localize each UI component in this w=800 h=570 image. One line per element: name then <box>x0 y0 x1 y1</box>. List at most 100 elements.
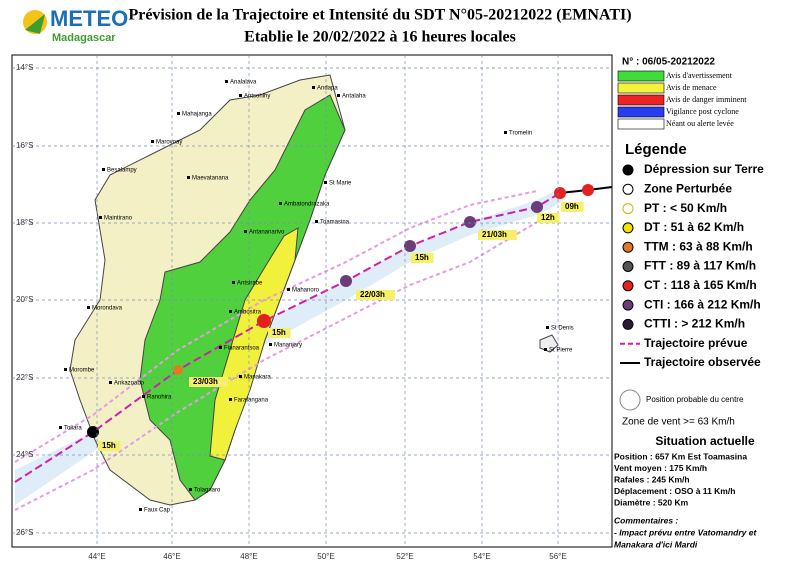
place-marker <box>142 395 145 398</box>
lon-label: 46°E <box>163 552 180 561</box>
legend-title: Légende <box>625 141 687 158</box>
centre-label: Position probable du centre <box>646 395 744 404</box>
track-label: 15h <box>272 328 286 337</box>
track-label: 23/03h <box>193 377 218 386</box>
warning-swatch <box>617 70 665 82</box>
place-marker <box>504 131 507 134</box>
place-marker <box>315 220 318 223</box>
place-label: Farafangana <box>234 398 269 404</box>
track-label-bg <box>268 328 291 338</box>
storm-symbol <box>87 426 99 438</box>
track-label: 21/03h <box>482 230 507 239</box>
lon-label: 50°E <box>317 552 334 561</box>
lon-label: 52°E <box>396 552 413 561</box>
place-label: Antsirabe <box>237 281 263 287</box>
place-label: Ambositra <box>234 310 262 316</box>
situation-line: Position : 657 Km Est Toamasina <box>614 451 747 461</box>
storm-symbol <box>340 275 352 287</box>
place-label: Besalampy <box>107 168 137 174</box>
lat-label: 22°S <box>16 373 33 382</box>
place-label: Manakara <box>244 375 271 381</box>
legend-symbol <box>622 241 634 253</box>
warning-label: Vigilance post cyclone <box>666 107 739 116</box>
place-marker <box>229 398 232 401</box>
legend-label: Zone Perturbée <box>644 181 732 195</box>
place-label: Analalava <box>230 80 257 86</box>
place-label: St Pierre <box>549 348 573 354</box>
place-label: Antananarivo <box>249 230 285 236</box>
warning-label: Avis de danger imminent <box>666 95 747 104</box>
place-label: St Marie <box>329 181 352 187</box>
place-marker <box>177 112 180 115</box>
place-marker <box>279 202 282 205</box>
track-label: 22/03h <box>360 290 385 299</box>
place-label: Ambatondrazaka <box>284 202 330 208</box>
place-marker <box>544 348 547 351</box>
place-marker <box>189 488 192 491</box>
situation-title: Situation actuelle <box>655 434 755 448</box>
place-label: Morombe <box>69 368 95 374</box>
legend-label: FTT : 89 à 117 Km/h <box>644 259 756 273</box>
place-marker <box>232 281 235 284</box>
legend-label: TTM : 63 à 88 Km/h <box>644 239 753 253</box>
track-label-bg <box>356 290 395 300</box>
reunion <box>539 334 559 353</box>
legend-symbol <box>622 299 634 311</box>
legend-label: Trajectoire prévue <box>644 336 748 350</box>
comment-line: - Impact prévu entre Vatomandry et <box>614 527 758 537</box>
legend-symbol <box>622 183 634 195</box>
legend-symbol <box>622 203 634 215</box>
place-marker <box>64 368 67 371</box>
place-marker <box>324 181 327 184</box>
legend-label: CTTI : > 212 Km/h <box>644 317 745 331</box>
place-label: Tolagnaro <box>194 488 221 494</box>
place-marker <box>109 381 112 384</box>
place-label: Andapa <box>317 86 338 92</box>
legend-label: CT : 118 à 165 Km/h <box>644 278 757 292</box>
legend-symbol <box>622 261 634 272</box>
legend-label: DT : 51 à 62 Km/h <box>644 220 744 234</box>
place-marker <box>139 508 142 511</box>
place-label: St Denis <box>551 326 574 332</box>
legend-label: CTI : 166 à 212 Km/h <box>644 297 761 311</box>
subtitle: Etablie le 20/02/2022 à 16 heures locale… <box>244 29 516 46</box>
legend-label: Trajectoire observée <box>644 355 761 369</box>
legend-symbol <box>622 318 634 330</box>
place-label: Tromelin <box>509 131 532 137</box>
lat-label: 24°S <box>16 450 33 459</box>
place-label: Mahajanga <box>182 112 212 118</box>
place-label: Antalaha <box>342 94 366 100</box>
place-label: Toliara <box>64 426 82 432</box>
lon-label: 44°E <box>88 552 105 561</box>
storm-symbol <box>173 365 183 375</box>
place-label: Toamasina <box>320 220 350 226</box>
legend-label: PT : < 50 Km/h <box>644 201 727 215</box>
legend-symbol <box>622 222 634 234</box>
warning-swatch <box>617 94 665 106</box>
lon-label: 56°E <box>549 552 566 561</box>
logo-mark <box>23 10 47 34</box>
cone-edge <box>14 221 538 511</box>
track-label-bg <box>189 377 228 387</box>
place-marker <box>546 326 549 329</box>
place-marker <box>312 86 315 89</box>
storm-symbol <box>582 184 594 196</box>
bulletin-number: N° : 06/05-20212022 <box>622 57 715 68</box>
centre-symbol <box>619 389 641 411</box>
place-label: Fianarantsoa <box>224 346 260 352</box>
lat-label: 26°S <box>16 528 33 537</box>
place-label: Ranohira <box>147 395 172 401</box>
legend-label: Dépression sur Terre <box>644 162 764 176</box>
warning-label: Avis de menace <box>666 83 717 92</box>
place-marker <box>219 346 222 349</box>
place-label: Maintirano <box>104 216 133 222</box>
comment-line: Manakara d'ici Mardi <box>614 539 698 549</box>
place-marker <box>102 168 105 171</box>
track-label-bg <box>411 253 434 263</box>
place-marker <box>151 140 154 143</box>
storm-symbol <box>531 201 543 213</box>
place-marker <box>287 288 290 291</box>
legend-symbol <box>622 164 634 176</box>
logo-text: METEO <box>50 6 128 31</box>
